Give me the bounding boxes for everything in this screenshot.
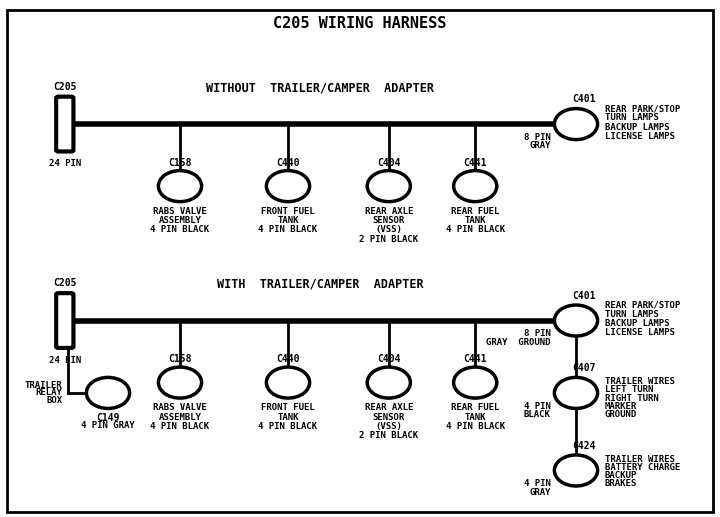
Text: REAR AXLE: REAR AXLE bbox=[364, 207, 413, 216]
Text: C205: C205 bbox=[53, 82, 76, 92]
Text: GRAY  GROUND: GRAY GROUND bbox=[486, 338, 551, 347]
Text: C441: C441 bbox=[464, 355, 487, 364]
FancyBboxPatch shape bbox=[56, 293, 73, 348]
Text: C158: C158 bbox=[168, 355, 192, 364]
Text: 8 PIN: 8 PIN bbox=[524, 329, 551, 338]
Text: GROUND: GROUND bbox=[605, 410, 637, 419]
Circle shape bbox=[454, 171, 497, 202]
Text: 4 PIN BLACK: 4 PIN BLACK bbox=[150, 225, 210, 234]
Text: 24 PIN: 24 PIN bbox=[49, 159, 81, 168]
Circle shape bbox=[554, 377, 598, 408]
Text: TRAILER WIRES: TRAILER WIRES bbox=[605, 377, 675, 386]
Text: TRAILER WIRES: TRAILER WIRES bbox=[605, 454, 675, 464]
Text: TRAILER: TRAILER bbox=[25, 381, 63, 390]
Text: 24 PIN: 24 PIN bbox=[49, 356, 81, 364]
Text: 4 PIN BLACK: 4 PIN BLACK bbox=[258, 225, 318, 234]
Text: (VSS): (VSS) bbox=[375, 422, 402, 431]
Text: LICENSE LAMPS: LICENSE LAMPS bbox=[605, 132, 675, 141]
Text: GRAY: GRAY bbox=[529, 141, 551, 150]
Text: C401: C401 bbox=[572, 95, 596, 104]
Circle shape bbox=[554, 455, 598, 486]
Text: ASSEMBLY: ASSEMBLY bbox=[158, 413, 202, 421]
Text: RELAY: RELAY bbox=[36, 388, 63, 398]
Text: 4 PIN BLACK: 4 PIN BLACK bbox=[446, 225, 505, 234]
Text: TANK: TANK bbox=[464, 216, 486, 225]
Text: FRONT FUEL: FRONT FUEL bbox=[261, 207, 315, 216]
Circle shape bbox=[367, 367, 410, 398]
Text: 4 PIN BLACK: 4 PIN BLACK bbox=[446, 422, 505, 431]
Text: BACKUP LAMPS: BACKUP LAMPS bbox=[605, 123, 670, 132]
Text: BLACK: BLACK bbox=[524, 410, 551, 419]
Text: BACKUP LAMPS: BACKUP LAMPS bbox=[605, 319, 670, 328]
Text: 4 PIN: 4 PIN bbox=[524, 479, 551, 489]
Text: C440: C440 bbox=[276, 355, 300, 364]
Text: SENSOR: SENSOR bbox=[373, 216, 405, 225]
Text: TURN LAMPS: TURN LAMPS bbox=[605, 113, 659, 123]
Text: C205 WIRING HARNESS: C205 WIRING HARNESS bbox=[274, 16, 446, 31]
Text: BOX: BOX bbox=[47, 396, 63, 405]
Text: 4 PIN: 4 PIN bbox=[524, 402, 551, 411]
Text: 2 PIN BLACK: 2 PIN BLACK bbox=[359, 431, 418, 440]
Text: (VSS): (VSS) bbox=[375, 225, 402, 234]
Text: TANK: TANK bbox=[464, 413, 486, 421]
Text: FRONT FUEL: FRONT FUEL bbox=[261, 403, 315, 412]
Text: C424: C424 bbox=[572, 441, 596, 451]
Text: GRAY: GRAY bbox=[529, 488, 551, 497]
Text: 4 PIN BLACK: 4 PIN BLACK bbox=[258, 422, 318, 431]
Text: MARKER: MARKER bbox=[605, 402, 637, 411]
Text: RABS VALVE: RABS VALVE bbox=[153, 403, 207, 412]
Text: C205: C205 bbox=[53, 279, 76, 288]
Text: 4 PIN GRAY: 4 PIN GRAY bbox=[81, 421, 135, 430]
Text: C404: C404 bbox=[377, 158, 400, 168]
Text: C441: C441 bbox=[464, 158, 487, 168]
Text: C404: C404 bbox=[377, 355, 400, 364]
Circle shape bbox=[86, 377, 130, 408]
Text: 8 PIN: 8 PIN bbox=[524, 132, 551, 142]
Text: C440: C440 bbox=[276, 158, 300, 168]
Text: LICENSE LAMPS: LICENSE LAMPS bbox=[605, 328, 675, 338]
Circle shape bbox=[454, 367, 497, 398]
FancyBboxPatch shape bbox=[56, 97, 73, 151]
Text: REAR PARK/STOP: REAR PARK/STOP bbox=[605, 104, 680, 113]
Circle shape bbox=[554, 109, 598, 140]
Text: 4 PIN BLACK: 4 PIN BLACK bbox=[150, 422, 210, 431]
Text: REAR AXLE: REAR AXLE bbox=[364, 403, 413, 412]
Text: REAR FUEL: REAR FUEL bbox=[451, 207, 500, 216]
Circle shape bbox=[158, 171, 202, 202]
Text: RIGHT TURN: RIGHT TURN bbox=[605, 393, 659, 403]
Text: C149: C149 bbox=[96, 413, 120, 422]
Text: C158: C158 bbox=[168, 158, 192, 168]
Text: REAR PARK/STOP: REAR PARK/STOP bbox=[605, 300, 680, 310]
Circle shape bbox=[367, 171, 410, 202]
Text: WITH  TRAILER/CAMPER  ADAPTER: WITH TRAILER/CAMPER ADAPTER bbox=[217, 278, 423, 291]
Text: SENSOR: SENSOR bbox=[373, 413, 405, 421]
Text: BRAKES: BRAKES bbox=[605, 479, 637, 489]
Text: 2 PIN BLACK: 2 PIN BLACK bbox=[359, 235, 418, 244]
Text: C407: C407 bbox=[572, 363, 596, 373]
Text: LEFT TURN: LEFT TURN bbox=[605, 385, 653, 394]
Circle shape bbox=[158, 367, 202, 398]
Text: BACKUP: BACKUP bbox=[605, 471, 637, 480]
Text: TANK: TANK bbox=[277, 413, 299, 421]
Circle shape bbox=[266, 367, 310, 398]
Circle shape bbox=[554, 305, 598, 336]
Text: C401: C401 bbox=[572, 291, 596, 301]
Text: BATTERY CHARGE: BATTERY CHARGE bbox=[605, 463, 680, 472]
Text: RABS VALVE: RABS VALVE bbox=[153, 207, 207, 216]
Text: WITHOUT  TRAILER/CAMPER  ADAPTER: WITHOUT TRAILER/CAMPER ADAPTER bbox=[207, 81, 434, 95]
Text: TURN LAMPS: TURN LAMPS bbox=[605, 310, 659, 319]
Text: TANK: TANK bbox=[277, 216, 299, 225]
Text: ASSEMBLY: ASSEMBLY bbox=[158, 216, 202, 225]
Text: REAR FUEL: REAR FUEL bbox=[451, 403, 500, 412]
Circle shape bbox=[266, 171, 310, 202]
